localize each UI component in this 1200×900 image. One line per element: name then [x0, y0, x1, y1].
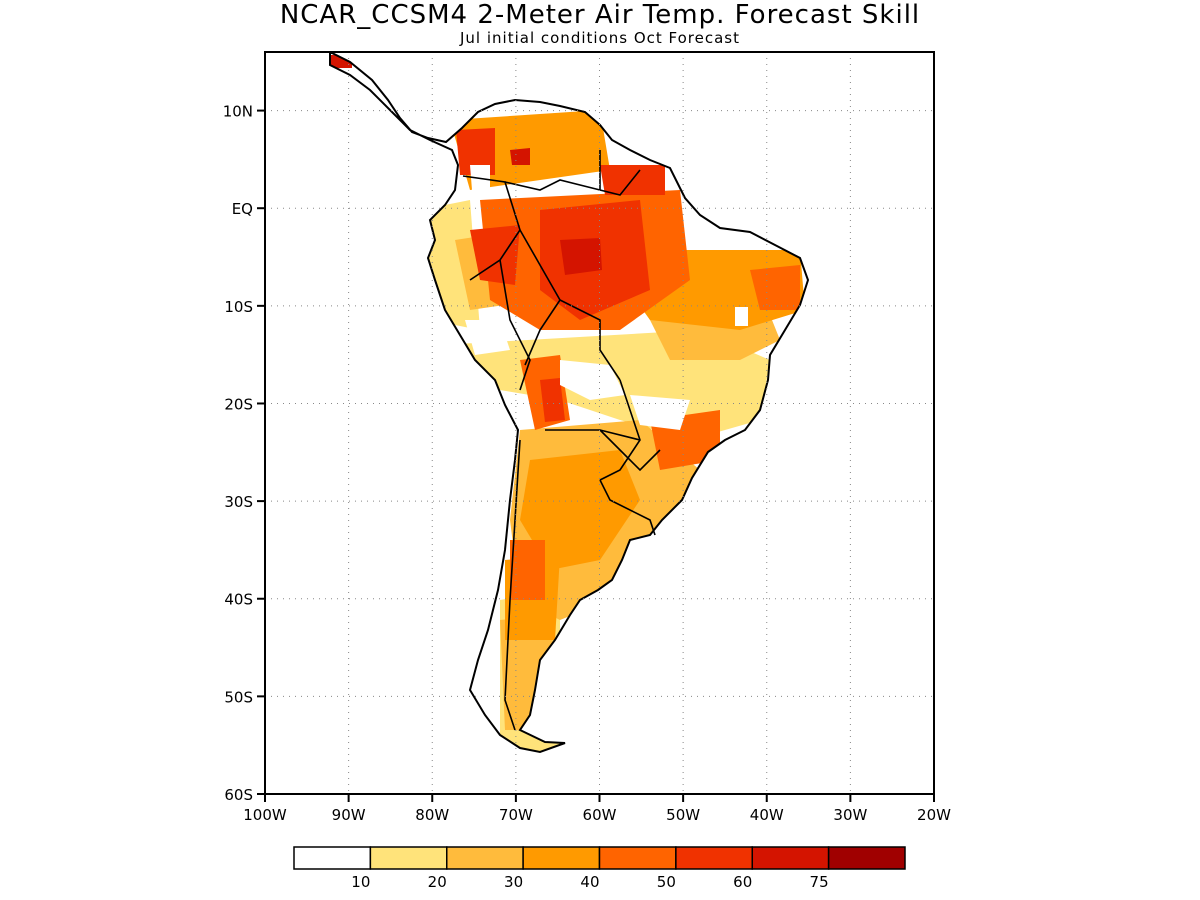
chart-title: NCAR_CCSM4 2-Meter Air Temp. Forecast Sk… — [279, 0, 921, 30]
colorbar-level-label: 30 — [504, 873, 523, 891]
colorbar-level-label: 20 — [428, 873, 447, 891]
country-borders — [462, 150, 661, 731]
colorbar-level-label: 75 — [810, 873, 829, 891]
colorbar-swatch — [293, 846, 372, 870]
colorbar-swatch — [675, 846, 753, 870]
x-tick-label: 70W — [499, 806, 533, 824]
y-tick-label: EQ — [232, 200, 253, 218]
y-tick-label: 20S — [224, 395, 253, 413]
x-tick-label: 40W — [750, 806, 784, 824]
colorbar-swatch — [446, 846, 524, 870]
colorbar-swatch — [827, 846, 906, 870]
colorbar-level-label: 40 — [580, 873, 599, 891]
chart-subtitle: Jul initial conditions Oct Forecast — [460, 29, 740, 47]
x-tick-label: 90W — [332, 806, 366, 824]
x-tick-label: 50W — [666, 806, 700, 824]
x-tick-label: 80W — [415, 806, 449, 824]
x-tick-label: 20W — [917, 806, 951, 824]
grid-lines — [265, 52, 934, 794]
y-tick-label: 10S — [224, 298, 253, 316]
skill-level-60-75 — [330, 55, 602, 275]
y-tick-label: 30S — [224, 493, 253, 511]
colorbar-level-label: 10 — [351, 873, 370, 891]
x-tick-label: 60W — [583, 806, 617, 824]
colorbar-swatch — [369, 846, 448, 870]
skill-level-below-10 — [465, 165, 748, 430]
y-tick-label: 60S — [224, 786, 253, 804]
y-tick-label: 10N — [223, 103, 253, 121]
coastline — [329, 52, 810, 754]
colorbar-level-label: 50 — [657, 873, 676, 891]
x-tick-label: 30W — [833, 806, 867, 824]
y-tick-label: 50S — [224, 688, 253, 706]
y-axis: 10N EQ 10S 20S 30S 40S 50S 60S — [223, 103, 265, 804]
colorbar-swatch — [522, 846, 601, 870]
x-axis: 100W 90W 80W 70W 60W 50W 40W 30W 20W — [243, 794, 951, 824]
colorbar-swatch — [751, 846, 830, 870]
y-tick-label: 40S — [224, 591, 253, 609]
colorbar-swatch — [598, 846, 677, 870]
colorbar: 10 20 30 40 50 60 75 — [293, 846, 906, 891]
x-tick-label: 100W — [243, 806, 287, 824]
colorbar-level-label: 60 — [733, 873, 752, 891]
